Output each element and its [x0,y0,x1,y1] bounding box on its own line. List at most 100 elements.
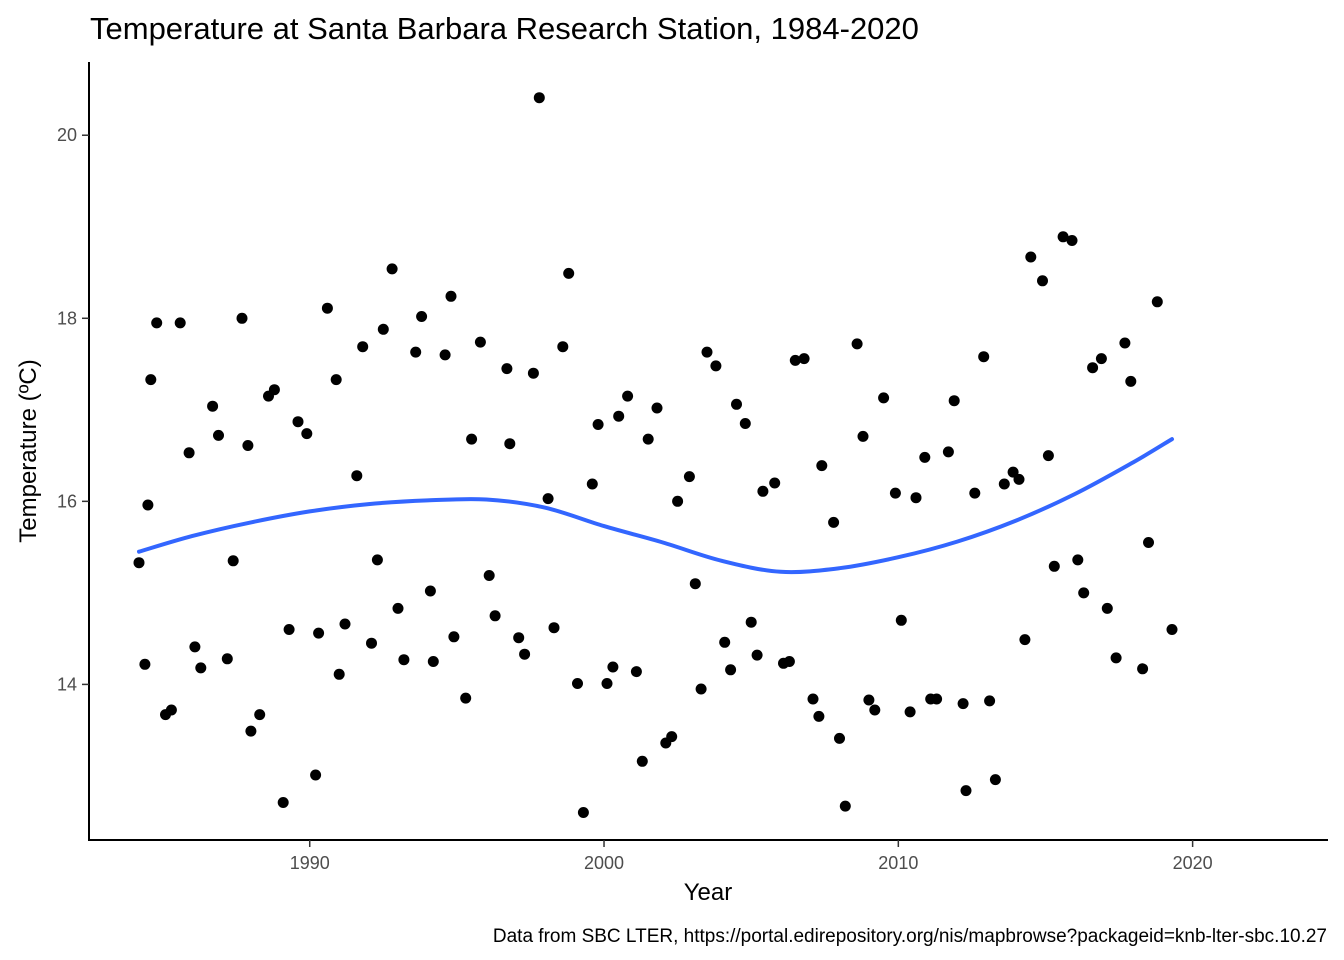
data-point [371,554,383,566]
x-tick-label: 2010 [878,853,918,873]
data-point [366,637,377,649]
data-point [1137,663,1149,675]
data-point [910,492,922,504]
data-point [948,395,960,407]
data-point [630,666,642,678]
data-point [710,360,722,372]
data-point [142,499,154,511]
y-axis-title: Temperature (ºC) [15,359,42,542]
data-point [321,302,333,314]
y-tick-label: 20 [57,125,77,145]
data-point [1057,231,1069,243]
data-point [695,683,707,695]
data-point [1125,375,1137,387]
data-point [151,317,163,329]
data-point [789,354,801,366]
data-point [622,390,634,402]
data-point [313,627,325,639]
data-point [542,493,554,505]
data-point [839,800,851,812]
data-point [998,478,1010,490]
data-point [960,785,972,797]
data-point [504,438,516,450]
data-point [757,485,769,497]
data-point [1037,275,1048,287]
data-point [957,698,969,710]
data-point [1019,634,1031,646]
data-point [689,578,701,590]
data-point [427,656,439,667]
data-point [351,470,363,482]
data-point [807,693,819,705]
data-point [601,678,613,689]
smooth-trend-line [137,437,1174,575]
data-point [857,430,869,442]
data-point [527,367,539,379]
data-point [377,323,389,335]
data-point [133,557,145,569]
data-point [683,471,695,483]
data-points [133,92,1178,818]
data-point [783,656,795,667]
data-point [139,658,151,670]
data-point [1151,296,1163,308]
data-point [1072,554,1084,566]
data-point [483,570,495,581]
data-point [636,755,648,767]
data-point [904,706,916,718]
data-point [301,428,313,440]
data-point [283,624,295,635]
data-point [878,392,890,404]
data-point [386,263,398,275]
data-point [1166,624,1178,635]
data-point [424,585,436,597]
data-point [607,661,619,673]
data-point [213,429,224,441]
data-point [165,704,177,716]
y-axis-ticks: 14 16 18 20 [57,125,89,694]
plot-area [133,92,1178,818]
x-axis-title: Year [684,879,733,906]
data-point [439,349,451,361]
data-point [1095,353,1107,365]
data-point [1078,587,1090,599]
data-point [174,317,186,329]
data-point [330,374,342,386]
data-point [769,477,781,489]
data-point [725,664,737,676]
data-point [392,602,404,614]
data-point [869,704,881,716]
data-point [592,419,604,430]
data-point [1110,652,1122,664]
x-tick-label: 2000 [584,853,624,873]
data-point [1101,602,1113,614]
data-point [416,311,428,322]
data-point [254,709,266,721]
data-point [207,400,219,412]
data-point [745,616,757,628]
data-point [1042,450,1054,462]
data-point [834,732,845,744]
data-point [895,614,907,626]
data-point [889,487,901,499]
data-point [1048,560,1060,572]
data-point [816,460,828,472]
data-point [513,632,525,644]
data-point [533,92,545,104]
data-point [1143,537,1154,548]
data-point [227,555,239,567]
data-point [739,418,751,429]
data-point [1013,473,1025,485]
data-point [969,487,981,499]
data-point [292,416,304,428]
data-point [798,353,810,365]
data-point [145,374,157,386]
y-tick-label: 14 [57,674,77,694]
data-point [586,478,598,490]
data-point [572,678,583,689]
data-point [851,338,863,350]
data-point [474,336,486,348]
x-tick-label: 2020 [1173,853,1213,873]
data-point [183,447,195,459]
